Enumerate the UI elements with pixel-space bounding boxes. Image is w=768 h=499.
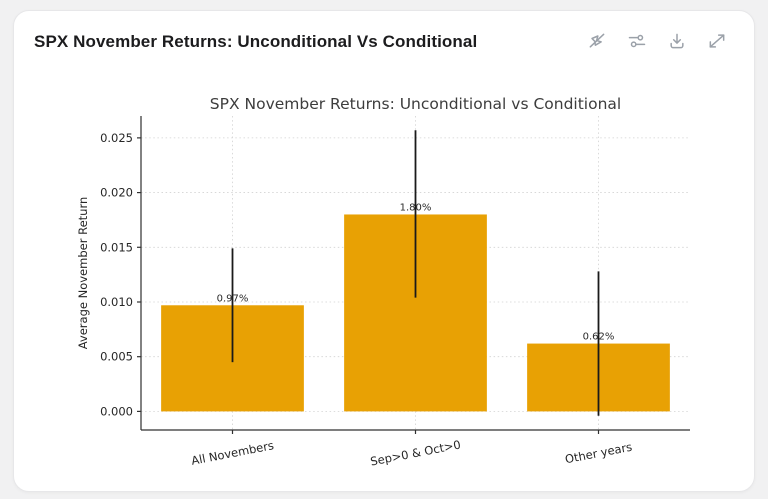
y-tick-label-0: 0.000 xyxy=(100,404,133,418)
y-tick-label-1: 0.005 xyxy=(100,350,133,364)
card-toolbar xyxy=(582,27,732,57)
sliders-icon xyxy=(627,31,647,54)
bar-value-label-2: 0.62% xyxy=(583,332,615,343)
y-tick-label-2: 0.010 xyxy=(100,295,133,309)
y-axis-label: Average November Return xyxy=(76,197,90,350)
x-tick-label-2: Other years xyxy=(564,440,633,467)
y-tick-label-3: 0.015 xyxy=(100,240,133,254)
expand-button[interactable] xyxy=(702,27,732,57)
chart-settings-button[interactable] xyxy=(622,27,652,57)
bar-value-label-1: 1.80% xyxy=(400,202,432,213)
x-tick-label-1: Sep>0 & Oct>0 xyxy=(369,437,462,468)
chart-area: 0.97% 1.80% 0.62% 0.000 0.005 0.010 0.015 0.020… xyxy=(14,71,756,486)
interactivity-off-icon xyxy=(587,31,607,54)
chart-card: SPX November Returns: Unconditional Vs C… xyxy=(13,10,755,492)
bar-chart: 0.97% 1.80% 0.62% 0.000 0.005 0.010 0.015 0.020… xyxy=(76,95,690,469)
y-tick-label-5: 0.025 xyxy=(100,131,133,145)
x-tick-label-0: All Novembers xyxy=(190,438,275,468)
chart-title: SPX November Returns: Unconditional vs C… xyxy=(210,95,621,113)
card-header: SPX November Returns: Unconditional Vs C… xyxy=(14,11,754,73)
download-icon xyxy=(667,31,687,54)
bar-value-label-0: 0.97% xyxy=(217,293,249,304)
card-title: SPX November Returns: Unconditional Vs C… xyxy=(34,32,478,51)
y-tick-label-4: 0.020 xyxy=(100,186,133,200)
interactivity-off-button[interactable] xyxy=(582,27,612,57)
download-button[interactable] xyxy=(662,27,692,57)
expand-icon xyxy=(707,31,727,54)
